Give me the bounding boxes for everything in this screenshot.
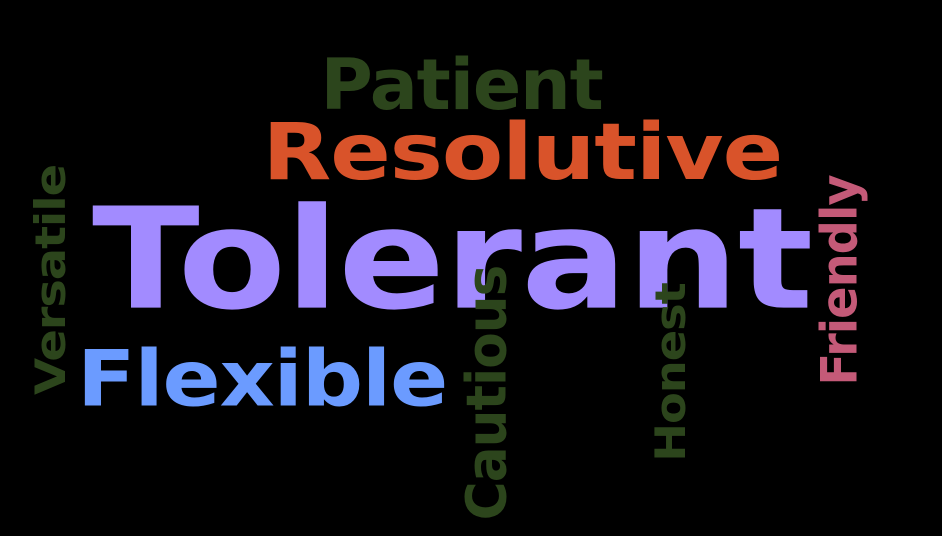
word-flexible: Flexible (76, 333, 448, 425)
word-resolutive: Resolutive (262, 106, 783, 198)
word-versatile: Versatile (26, 164, 75, 396)
word-tolerant: Tolerant (91, 178, 813, 342)
word-patient: Patient (319, 43, 603, 127)
word-cautious: Cautious (455, 265, 520, 520)
word-honest: Honest (646, 282, 696, 462)
word-friendly: Friendly (810, 174, 870, 386)
